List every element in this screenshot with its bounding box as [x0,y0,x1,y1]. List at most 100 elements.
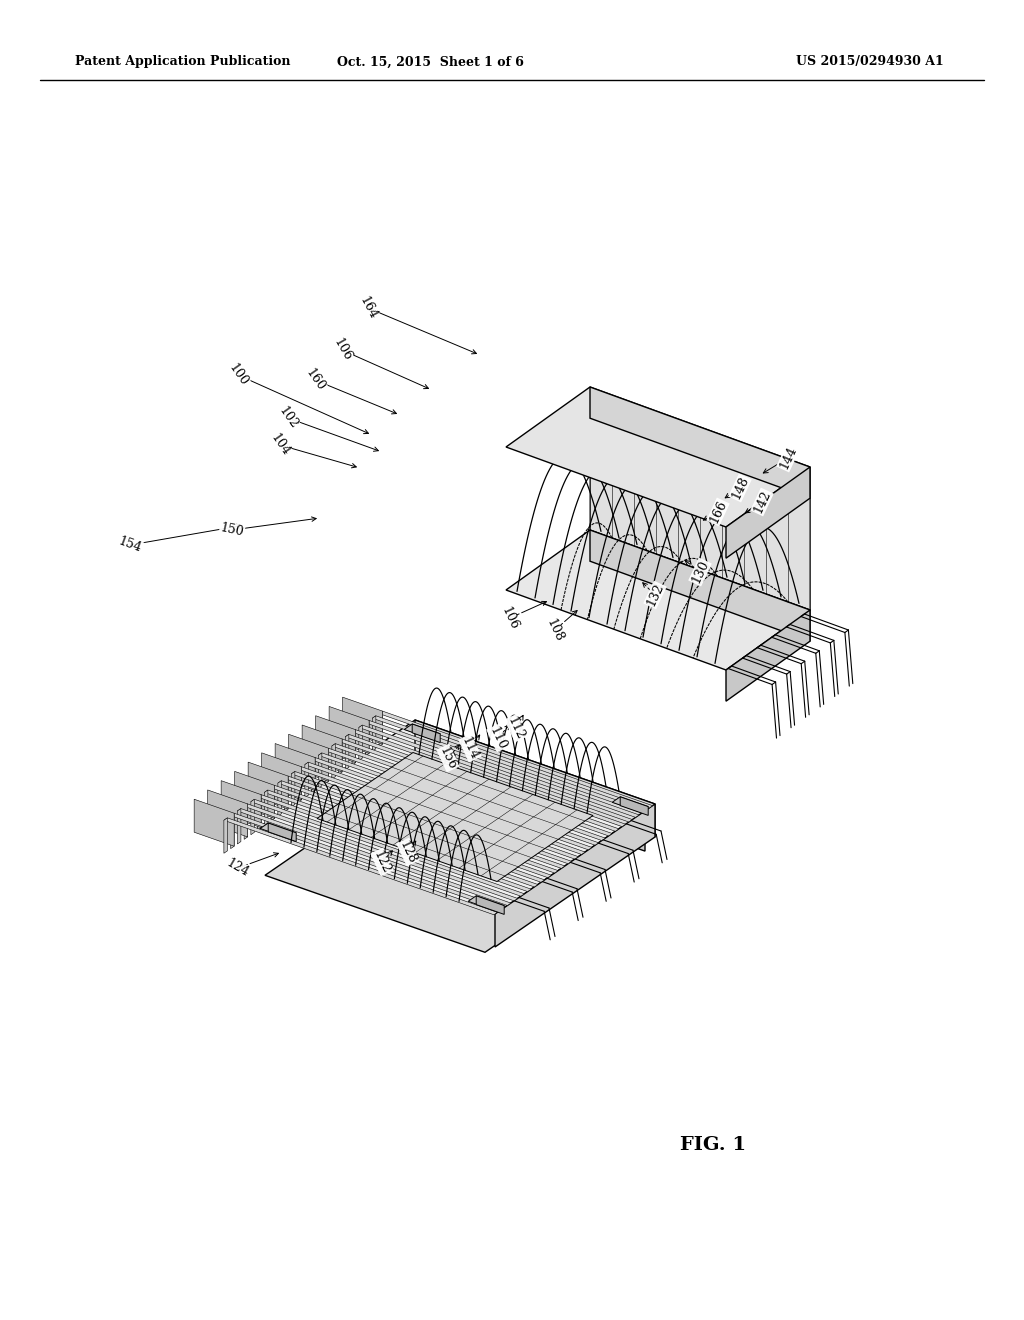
Polygon shape [285,776,558,873]
Text: 148: 148 [729,474,751,502]
Polygon shape [332,743,336,779]
Text: 128: 128 [397,838,419,866]
Polygon shape [325,748,599,845]
Polygon shape [476,896,504,915]
Polygon shape [621,797,648,816]
Polygon shape [343,697,383,744]
Text: 124: 124 [224,857,252,879]
Polygon shape [302,725,342,772]
Polygon shape [612,797,648,812]
Polygon shape [345,734,349,770]
Polygon shape [590,387,810,498]
Polygon shape [468,896,504,911]
Text: 106: 106 [499,605,521,632]
Polygon shape [332,743,605,841]
Polygon shape [311,758,315,793]
Polygon shape [292,771,565,869]
Polygon shape [318,752,322,788]
Polygon shape [238,809,511,906]
Polygon shape [224,818,227,853]
Text: 156: 156 [437,744,459,772]
Text: 164: 164 [356,294,379,322]
Polygon shape [495,804,655,946]
Text: 160: 160 [303,367,328,393]
Polygon shape [264,789,538,887]
Text: 104: 104 [268,432,292,458]
Text: 154: 154 [117,535,143,556]
Polygon shape [339,739,612,836]
Polygon shape [234,771,274,818]
Polygon shape [298,767,571,863]
Polygon shape [590,531,810,642]
Polygon shape [268,822,296,842]
Polygon shape [244,804,248,840]
Polygon shape [289,734,329,781]
Polygon shape [726,467,810,558]
Polygon shape [264,789,268,825]
Polygon shape [373,715,376,751]
Text: 130: 130 [689,558,711,586]
Polygon shape [244,804,518,900]
Text: 106: 106 [331,337,353,363]
Polygon shape [248,762,288,809]
Text: 110: 110 [487,725,509,751]
Polygon shape [366,721,639,817]
Polygon shape [404,723,440,739]
Polygon shape [590,418,810,610]
Polygon shape [425,766,645,851]
Polygon shape [318,752,592,850]
Polygon shape [305,762,308,797]
Polygon shape [271,785,545,882]
Polygon shape [311,758,585,854]
Polygon shape [221,780,261,828]
Polygon shape [292,771,295,807]
Text: 100: 100 [226,362,250,388]
Polygon shape [238,809,241,843]
Polygon shape [315,715,355,763]
Polygon shape [251,800,254,834]
Polygon shape [224,818,498,915]
Polygon shape [339,739,342,775]
Polygon shape [317,752,593,882]
Text: 102: 102 [275,404,300,432]
Polygon shape [366,721,369,756]
Polygon shape [285,776,288,812]
Polygon shape [261,752,302,800]
Polygon shape [260,822,296,838]
Polygon shape [329,706,369,754]
Text: 108: 108 [544,616,566,644]
Polygon shape [258,795,531,891]
Polygon shape [325,748,329,784]
Text: Patent Application Publication: Patent Application Publication [75,55,291,69]
Text: US 2015/0294930 A1: US 2015/0294930 A1 [796,55,944,69]
Polygon shape [373,715,646,813]
Text: 142: 142 [751,488,773,516]
Polygon shape [358,725,633,822]
Polygon shape [506,531,810,671]
Text: 114: 114 [459,734,481,762]
Polygon shape [305,762,579,859]
Polygon shape [255,719,655,913]
Text: 150: 150 [219,521,245,539]
Polygon shape [275,743,315,791]
Polygon shape [230,813,234,849]
Polygon shape [415,719,655,837]
Polygon shape [208,789,248,837]
Text: 144: 144 [777,445,799,471]
Polygon shape [271,785,274,821]
Polygon shape [278,780,282,816]
Polygon shape [265,766,645,952]
Text: 166: 166 [707,499,729,525]
Polygon shape [278,780,551,878]
Polygon shape [413,723,440,743]
Polygon shape [379,711,383,747]
Polygon shape [352,730,626,826]
Text: 132: 132 [644,581,666,609]
Text: Oct. 15, 2015  Sheet 1 of 6: Oct. 15, 2015 Sheet 1 of 6 [337,55,523,69]
Polygon shape [345,734,618,832]
Polygon shape [195,799,234,846]
Polygon shape [352,730,355,766]
Text: FIG. 1: FIG. 1 [680,1137,746,1154]
Polygon shape [298,767,302,803]
Polygon shape [251,800,524,896]
